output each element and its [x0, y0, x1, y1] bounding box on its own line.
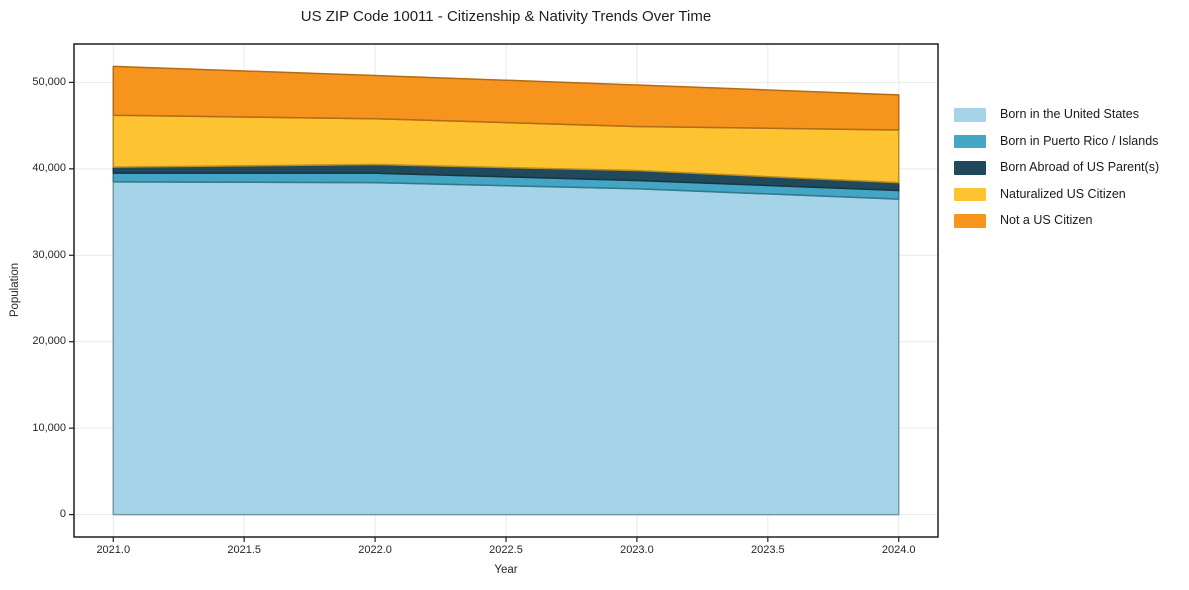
legend-swatch-icon: [954, 187, 986, 201]
x-tick-label: 2023.5: [750, 544, 785, 556]
x-tick-label: 2024.0: [881, 544, 916, 556]
chart-title: US ZIP Code 10011 - Citizenship & Nativi…: [300, 8, 712, 25]
y-tick-label: 20,000: [32, 335, 66, 348]
x-tick-label: 2021.5: [227, 544, 261, 556]
legend-item-1: Born in Puerto Rico / Islands: [954, 133, 1159, 148]
legend-swatch-icon: [954, 108, 986, 122]
legend-item-2: Born Abroad of US Parent(s): [954, 160, 1160, 175]
legend-item-0: Born in the United States: [954, 107, 1159, 122]
x-tick-label: 2023.0: [620, 544, 654, 556]
legend-swatch-icon: [954, 134, 986, 148]
y-tick-label: 10,000: [32, 421, 66, 434]
x-tick-label: 2021.0: [96, 544, 131, 556]
legend-label: Not a US Citizen: [1000, 213, 1093, 227]
area-series-0: [112, 181, 900, 516]
legend: Born in the United States Born in Puerto …: [954, 107, 1160, 228]
area-series-4: [112, 65, 900, 131]
legend-label: Born Abroad of US Parent(s): [1000, 160, 1160, 174]
y-axis-label: Population: [9, 262, 21, 318]
legend-label: Born in the United States: [1000, 107, 1139, 121]
legend-item-3: Naturalized US Citizen: [954, 186, 1159, 201]
x-axis-label: Year: [494, 564, 518, 576]
x-tick-label: 2022.0: [358, 544, 392, 556]
legend-label: Naturalized US Citizen: [1000, 186, 1126, 201]
y-tick-label: 40,000: [32, 162, 66, 175]
y-tick-label: 0: [59, 508, 66, 521]
legend-swatch-icon: [954, 214, 986, 228]
legend-item-4: Not a US Citizen: [954, 213, 1159, 228]
y-tick-label: 50,000: [32, 75, 66, 88]
legend-swatch-icon: [954, 161, 986, 175]
y-tick-label: 30,000: [32, 248, 66, 261]
x-tick-label: 2022.5: [489, 544, 523, 556]
legend-label: Born in Puerto Rico / Islands: [1000, 133, 1159, 148]
